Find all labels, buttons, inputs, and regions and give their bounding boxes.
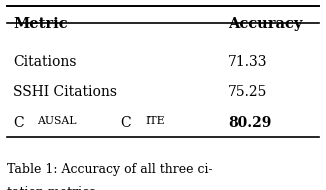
- Text: ITE: ITE: [145, 116, 165, 126]
- Text: C: C: [121, 116, 131, 130]
- Text: Accuracy: Accuracy: [228, 17, 303, 31]
- Text: 80.29: 80.29: [228, 116, 272, 130]
- Text: Citations: Citations: [13, 55, 77, 69]
- Text: tation metrics.: tation metrics.: [7, 186, 99, 190]
- Text: Metric: Metric: [13, 17, 68, 31]
- Text: SSHI Citations: SSHI Citations: [13, 86, 117, 100]
- Text: Table 1: Accuracy of all three ci-: Table 1: Accuracy of all three ci-: [7, 163, 212, 176]
- Text: C: C: [13, 116, 24, 130]
- Text: AUSAL: AUSAL: [37, 116, 77, 126]
- Text: 75.25: 75.25: [228, 86, 268, 100]
- Text: 71.33: 71.33: [228, 55, 268, 69]
